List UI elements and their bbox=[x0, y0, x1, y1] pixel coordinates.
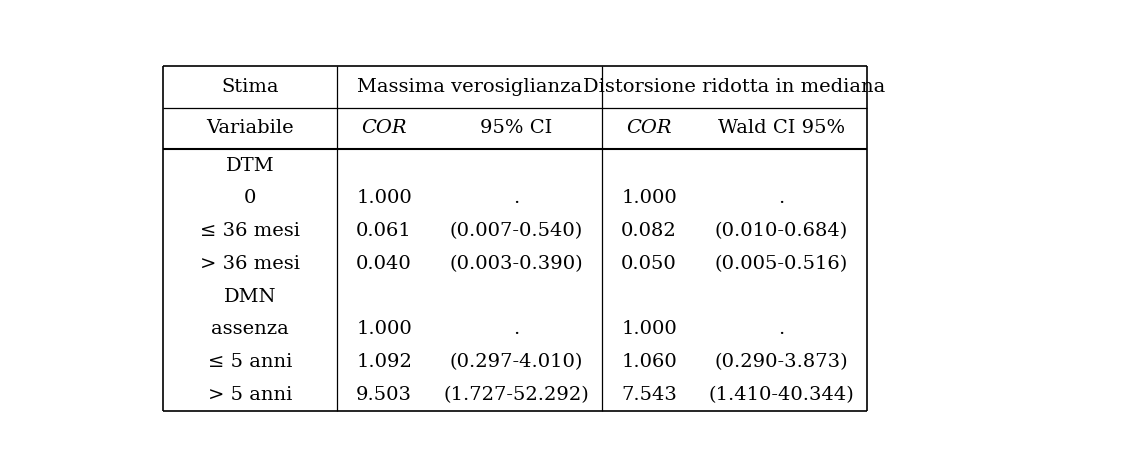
Text: 0.050: 0.050 bbox=[621, 255, 677, 273]
Text: .: . bbox=[514, 320, 520, 338]
Text: COR: COR bbox=[626, 119, 671, 137]
Text: > 36 mesi: > 36 mesi bbox=[200, 255, 300, 273]
Text: 0.082: 0.082 bbox=[621, 222, 677, 240]
Text: DTM: DTM bbox=[226, 157, 275, 175]
Text: Distorsione ridotta in mediana: Distorsione ridotta in mediana bbox=[583, 77, 885, 96]
Text: (1.727-52.292): (1.727-52.292) bbox=[444, 386, 590, 404]
Text: 1.000: 1.000 bbox=[621, 189, 677, 207]
Text: 0.040: 0.040 bbox=[357, 255, 412, 273]
Text: 0.061: 0.061 bbox=[357, 222, 412, 240]
Text: 1.092: 1.092 bbox=[357, 353, 412, 371]
Text: (0.297-4.010): (0.297-4.010) bbox=[449, 353, 583, 371]
Text: (0.290-3.873): (0.290-3.873) bbox=[714, 353, 848, 371]
Text: (0.010-0.684): (0.010-0.684) bbox=[715, 222, 848, 240]
Text: DMN: DMN bbox=[224, 287, 276, 305]
Text: 1.060: 1.060 bbox=[621, 353, 677, 371]
Text: .: . bbox=[779, 320, 784, 338]
Text: COR: COR bbox=[361, 119, 406, 137]
Text: Wald CI 95%: Wald CI 95% bbox=[718, 119, 846, 137]
Text: 0: 0 bbox=[245, 189, 257, 207]
Text: ≤ 36 mesi: ≤ 36 mesi bbox=[200, 222, 300, 240]
Text: 95% CI: 95% CI bbox=[480, 119, 552, 137]
Text: .: . bbox=[514, 189, 520, 207]
Text: 9.503: 9.503 bbox=[357, 386, 412, 404]
Text: (0.005-0.516): (0.005-0.516) bbox=[715, 255, 848, 273]
Text: ≤ 5 anni: ≤ 5 anni bbox=[208, 353, 292, 371]
Text: .: . bbox=[779, 189, 784, 207]
Text: (1.410-40.344): (1.410-40.344) bbox=[709, 386, 855, 404]
Text: Variabile: Variabile bbox=[206, 119, 294, 137]
Text: (0.007-0.540): (0.007-0.540) bbox=[449, 222, 583, 240]
Text: 1.000: 1.000 bbox=[357, 189, 412, 207]
Text: Massima verosiglianza: Massima verosiglianza bbox=[357, 77, 582, 96]
Text: Stima: Stima bbox=[222, 77, 278, 96]
Text: assenza: assenza bbox=[212, 320, 289, 338]
Text: 7.543: 7.543 bbox=[621, 386, 677, 404]
Text: 1.000: 1.000 bbox=[357, 320, 412, 338]
Text: (0.003-0.390): (0.003-0.390) bbox=[449, 255, 583, 273]
Text: 1.000: 1.000 bbox=[621, 320, 677, 338]
Text: > 5 anni: > 5 anni bbox=[208, 386, 292, 404]
